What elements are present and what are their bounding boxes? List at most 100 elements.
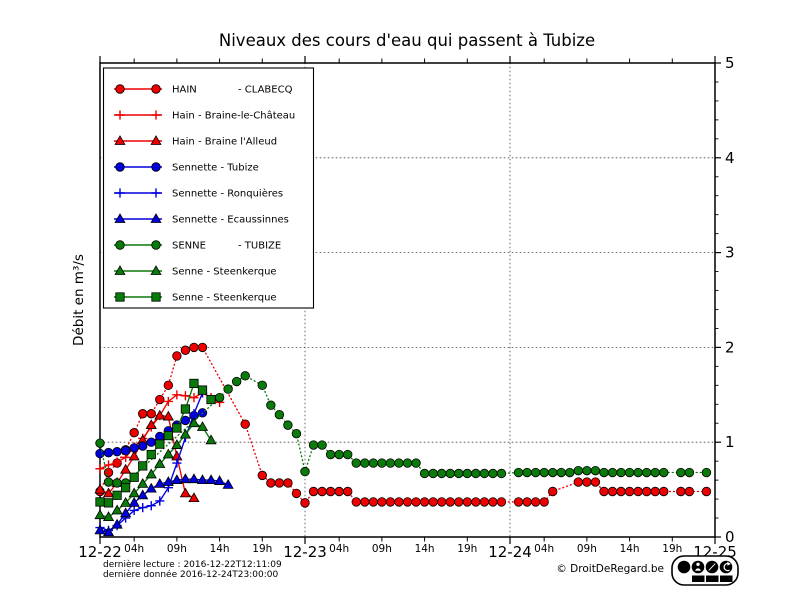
license-label: SA (723, 577, 730, 583)
circle-marker (197, 342, 208, 353)
sa-icon (719, 560, 733, 574)
circle-marker (573, 477, 584, 487)
circle-marker (214, 392, 225, 403)
circle-marker (488, 468, 498, 479)
triangle-marker (114, 135, 126, 145)
triangle-marker (114, 265, 126, 275)
triangle-marker (94, 483, 106, 494)
circle-marker (402, 458, 413, 468)
triangle-marker (120, 496, 132, 507)
circle-marker (684, 486, 695, 497)
circle-marker (385, 497, 396, 507)
x-hour-label: 19h (252, 543, 272, 555)
circle-marker (115, 162, 125, 172)
square-marker (172, 423, 182, 433)
square-marker (112, 490, 122, 500)
circle-marker (616, 486, 626, 497)
circle-marker (513, 467, 524, 478)
circle-marker (676, 467, 686, 478)
circle-marker (151, 162, 161, 172)
circle-marker (445, 497, 455, 507)
plus-marker (151, 188, 161, 198)
legend-item-6: Sennette - Ecaussinnes (114, 213, 289, 226)
plus-marker (180, 391, 191, 401)
triangle-marker (205, 474, 217, 485)
by-icon (691, 560, 705, 574)
license-label: NC (709, 577, 717, 583)
x-day-label: 12-24 (488, 543, 532, 561)
triangle-marker (150, 213, 162, 223)
circle-marker (180, 345, 191, 355)
circle-marker (308, 486, 319, 497)
circle-marker (325, 449, 336, 460)
triangle-marker (154, 478, 166, 488)
legend-label: Hain - Braine-le-Château (172, 110, 295, 122)
circle-marker (112, 446, 122, 457)
license-label-bg (720, 575, 733, 582)
legend-item-7: SENNE - TUBIZE (114, 240, 281, 252)
triangle-marker (179, 487, 192, 498)
circle-marker (257, 470, 267, 481)
plus-marker (95, 464, 105, 474)
circle-marker (650, 467, 660, 478)
square-marker (189, 378, 199, 389)
circle-marker (112, 478, 122, 488)
circle-marker (334, 486, 344, 497)
circle-marker (266, 400, 276, 410)
legend-item-9: Senne - Steenkerque (114, 292, 277, 304)
circle-marker (163, 380, 174, 391)
plus-marker (155, 496, 165, 506)
circle-marker (513, 497, 524, 507)
circle-marker (343, 449, 353, 460)
square-marker (146, 449, 156, 460)
circle-marker (351, 458, 361, 468)
plus-marker (163, 396, 173, 407)
circle-marker (368, 497, 379, 507)
circle-marker (573, 465, 584, 476)
circle-marker (291, 488, 302, 499)
circle-marker (471, 497, 481, 507)
x-hour-label: 04h (329, 543, 349, 555)
triangle-marker (150, 265, 162, 275)
plus-marker (189, 393, 199, 403)
footer-last-reading: dernière lecture : 2016-12-22T12:11:09 (103, 559, 282, 570)
circle-marker (471, 468, 481, 479)
circle-marker (488, 497, 498, 507)
circle-marker (428, 497, 438, 507)
square-marker (95, 497, 105, 507)
legend-item-3: Hain - Braine l'Alleud (114, 135, 277, 148)
legend-label-station: - CLABECQ (238, 85, 293, 96)
circle-marker (590, 465, 601, 476)
legend-label: Sennette - Ecaussinnes (172, 215, 289, 226)
triangle-marker (128, 487, 140, 498)
footer-last-data: dernière donnée 2016-12-24T23:00:00 (103, 569, 278, 580)
chart-title: Niveaux des cours d'eau qui passent à Tu… (219, 31, 595, 50)
circle-marker (223, 384, 233, 394)
square-marker (129, 472, 139, 482)
y-tick-label: 4 (725, 149, 735, 167)
legend-item-5: Sennette - Ronquières (114, 188, 283, 200)
legend-label: Senne - Steenkerque (172, 267, 277, 278)
copyright-text: © DroitDeRegard.be (556, 563, 664, 575)
circle-marker (240, 419, 250, 429)
circle-marker (155, 394, 165, 405)
plus-marker (146, 501, 156, 511)
triangle-marker (196, 474, 209, 485)
circle-marker (641, 486, 652, 497)
circle-marker (95, 438, 105, 448)
circle-marker (95, 448, 105, 459)
triangle-marker (213, 475, 226, 485)
triangle-marker (94, 509, 106, 520)
circle-marker (172, 351, 182, 361)
y-tick-label: 1 (725, 433, 735, 451)
circle-marker (146, 437, 156, 447)
square-marker (151, 292, 161, 302)
circle-marker (530, 467, 541, 478)
circle-marker (103, 477, 114, 487)
square-marker (138, 461, 148, 471)
circle-marker (257, 380, 267, 391)
y-tick-label: 3 (725, 244, 735, 262)
circle-marker (582, 465, 592, 476)
circle-marker (283, 478, 293, 488)
